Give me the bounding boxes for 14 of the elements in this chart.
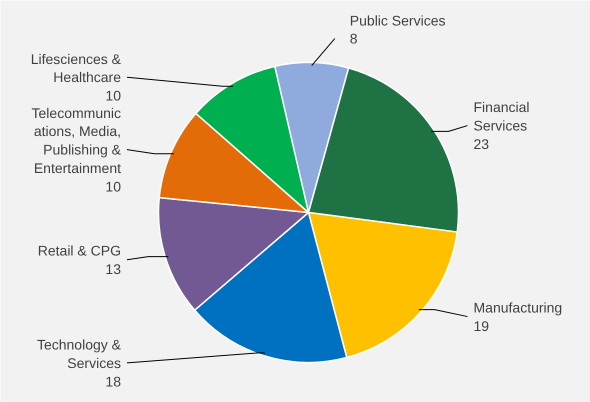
- data-label: 23: [474, 136, 490, 152]
- data-label: 8: [350, 30, 358, 47]
- slice-label: Retail & CPG: [38, 242, 121, 259]
- data-label: 10: [105, 88, 122, 104]
- slice-label: Technology & Services: [36, 336, 122, 371]
- slice-label: Public Services: [350, 12, 446, 28]
- data-label: 18: [105, 373, 122, 390]
- data-label: 10: [105, 178, 122, 194]
- slice-label: Telecommunic ations, Media, Publishing & Entertainment: [32, 104, 122, 176]
- slice-label: Financial Services: [474, 99, 530, 134]
- slice-label: Lifesciences & Healthcare: [30, 50, 122, 86]
- slice-label: Manufacturing: [474, 299, 562, 316]
- data-label: 19: [474, 318, 490, 334]
- data-label: 13: [105, 260, 122, 277]
